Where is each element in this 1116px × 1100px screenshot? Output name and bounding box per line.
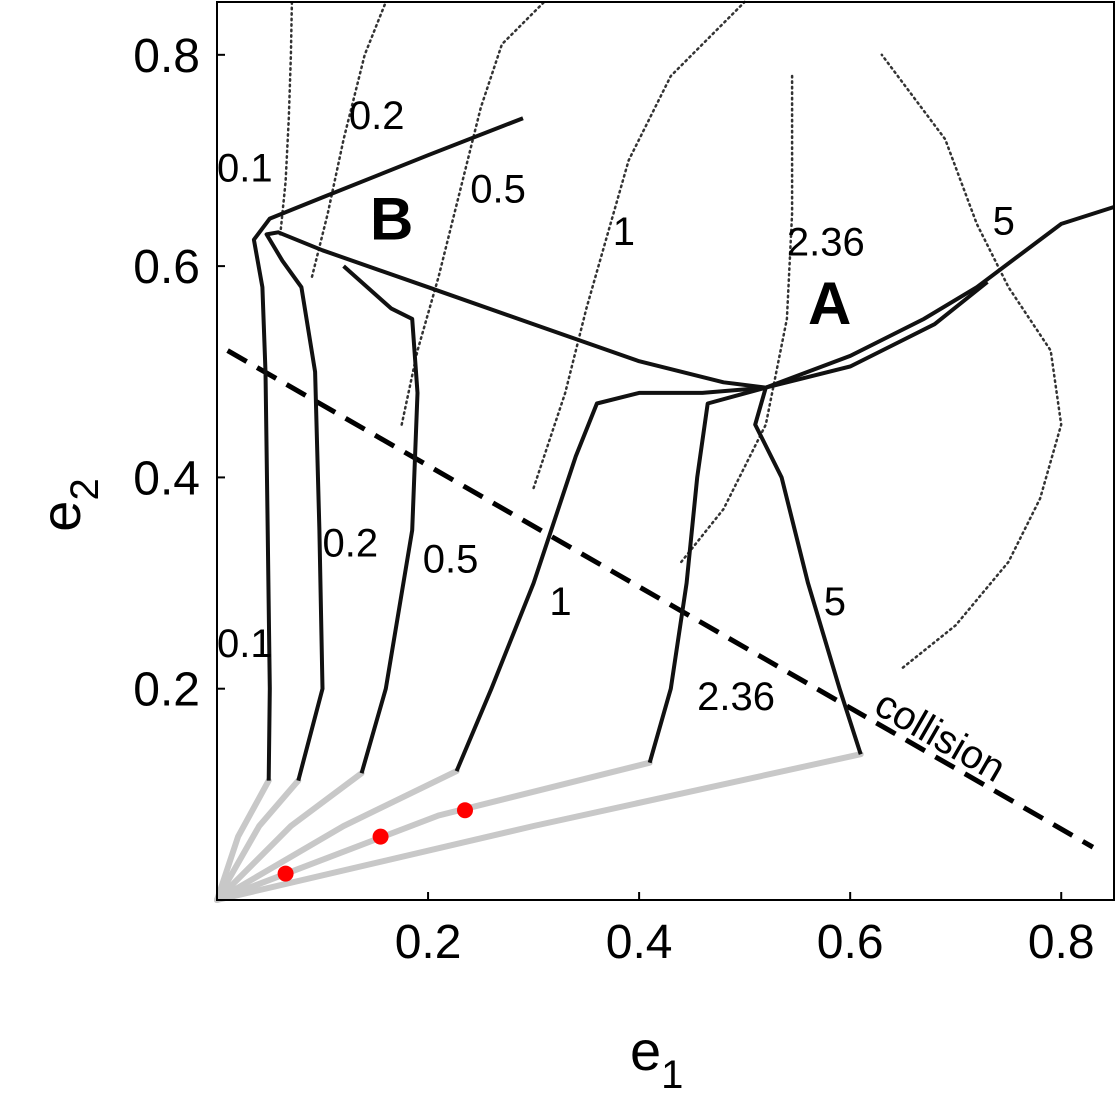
curve-label-8: 0.5 <box>423 537 479 581</box>
region-a-boundary-0 <box>765 205 1115 390</box>
initial-path-1 <box>214 777 302 903</box>
curve-label-1: 0.2 <box>349 94 405 138</box>
x-axis-title-sub: 1 <box>661 1053 683 1097</box>
curve-label-7: 0.2 <box>323 522 379 566</box>
evolution-curve-0.2-1 <box>264 230 767 782</box>
evolution-curve-5-5 <box>753 387 863 755</box>
contour-2.36 <box>680 74 794 564</box>
contour-0.5 <box>400 0 546 426</box>
y-axis-title: e2 <box>29 478 107 531</box>
contour-5 <box>880 53 1063 669</box>
initial-path-5 <box>214 751 864 903</box>
region-label-B: B <box>370 186 413 253</box>
x-tick-label-2: 0.6 <box>817 916 884 969</box>
x-tick-label-0: 0.2 <box>395 916 462 969</box>
curve-label-5: 5 <box>993 199 1015 243</box>
curve-label-9: 1 <box>549 580 571 624</box>
initial-path-3 <box>214 768 460 903</box>
y-axis-title-main: e <box>29 501 92 532</box>
y-tick-label-0: 0.2 <box>133 664 200 717</box>
curve-label-6: 0.1 <box>217 622 273 666</box>
initial-marker-0 <box>277 865 294 882</box>
curve-label-2: 0.5 <box>470 168 526 212</box>
initial-path-0 <box>214 777 272 903</box>
collision-label: collision <box>868 682 1013 791</box>
x-tick-label-1: 0.4 <box>606 916 673 969</box>
contour-1 <box>532 0 746 490</box>
evolution-curve-2.36-4 <box>647 385 767 764</box>
curve-label-3: 1 <box>613 210 635 254</box>
region-a-boundary-1 <box>765 280 989 390</box>
labels-layer: 0.1 0.2 0.5 1 2.36 5 0.1 0.2 0.5 1 2.36 5 A Bcollisio… <box>217 94 1015 791</box>
collision-line <box>226 348 1095 850</box>
curve-label-0: 0.1 <box>217 147 273 191</box>
ticks-layer: 0.2 0.4 0.6 0.8 0.2 0.4 0.6 0.8 <box>133 30 1094 969</box>
evolution-curve-0.1-0 <box>251 116 524 781</box>
initial-marker-1 <box>372 828 389 845</box>
x-axis-title: e1 <box>630 1019 683 1097</box>
y-axis-title-sub: 2 <box>63 478 107 500</box>
curve-label-10: 2.36 <box>697 675 775 719</box>
contour-0.2 <box>310 0 388 278</box>
evolution-curve-1-3 <box>454 385 766 772</box>
y-tick-label-2: 0.6 <box>133 241 200 294</box>
evolution-curve-0.5-2 <box>342 264 420 774</box>
plot-frame <box>216 1 1115 901</box>
y-tick-label-3: 0.8 <box>133 30 200 83</box>
curve-label-11: 5 <box>824 580 846 624</box>
initial-path-2 <box>214 770 365 903</box>
y-tick-label-1: 0.4 <box>133 452 200 505</box>
x-axis-title-main: e <box>630 1019 661 1082</box>
initial-marker-2 <box>456 802 473 819</box>
axes-layer <box>216 1 1115 901</box>
contour-0.1 <box>279 0 294 236</box>
region-label-A: A <box>808 270 851 337</box>
curve-label-4: 2.36 <box>787 221 865 265</box>
x-tick-label-3: 0.8 <box>1028 916 1095 969</box>
curves-layer <box>214 0 1115 903</box>
